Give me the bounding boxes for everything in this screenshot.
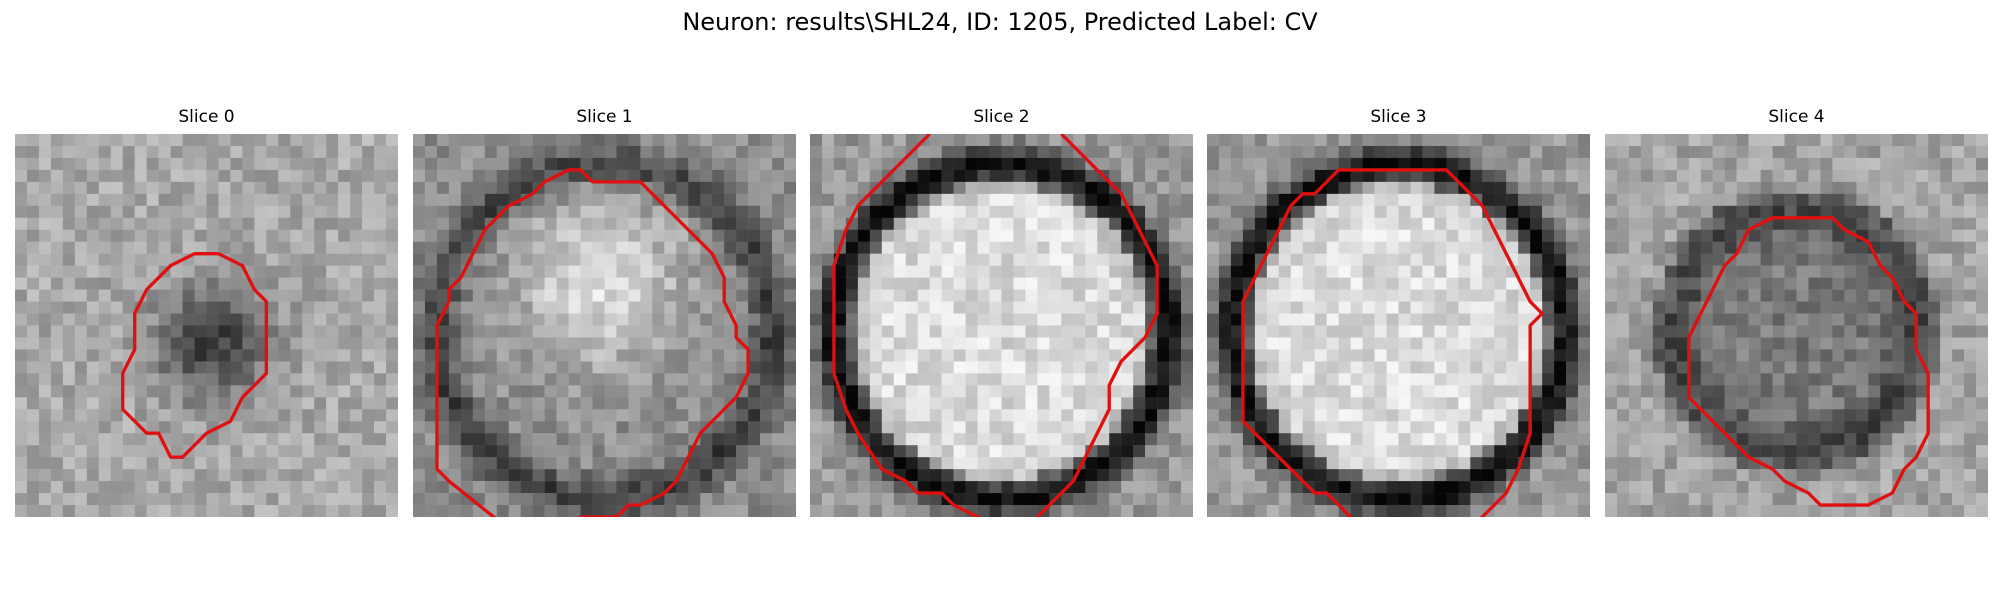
slice-image xyxy=(1605,134,1988,517)
slice-panel-1: Slice 1 xyxy=(413,106,796,517)
contour-outline xyxy=(435,168,750,517)
slice-panel-2: Slice 2 xyxy=(810,106,1193,517)
slice-title: Slice 0 xyxy=(178,107,235,127)
pixel-grid xyxy=(810,134,1193,517)
contour-outline xyxy=(121,252,269,459)
figure-title: Neuron: results\SHL24, ID: 1205, Predict… xyxy=(682,8,1318,36)
slice-panel-3: Slice 3 xyxy=(1207,106,1590,517)
slice-title: Slice 2 xyxy=(973,107,1030,127)
slice-title: Slice 4 xyxy=(1768,107,1825,127)
contour-outline xyxy=(1035,134,1159,517)
slice-image xyxy=(413,134,796,517)
slice-image xyxy=(1207,134,1590,517)
slice-image xyxy=(15,134,398,517)
pixel-grid xyxy=(15,134,398,517)
slice-title: Slice 3 xyxy=(1370,107,1427,127)
slice-title: Slice 1 xyxy=(576,107,633,127)
pixel-grid xyxy=(1207,134,1590,517)
pixel-grid xyxy=(413,134,796,517)
contour-outline xyxy=(1687,216,1930,507)
contour-outline xyxy=(1241,168,1544,517)
slice-image xyxy=(810,134,1193,517)
contour-outline xyxy=(832,134,982,517)
slice-panel-4: Slice 4 xyxy=(1605,106,1988,517)
pixel-grid xyxy=(1605,134,1988,517)
slice-panel-0: Slice 0 xyxy=(15,106,398,517)
